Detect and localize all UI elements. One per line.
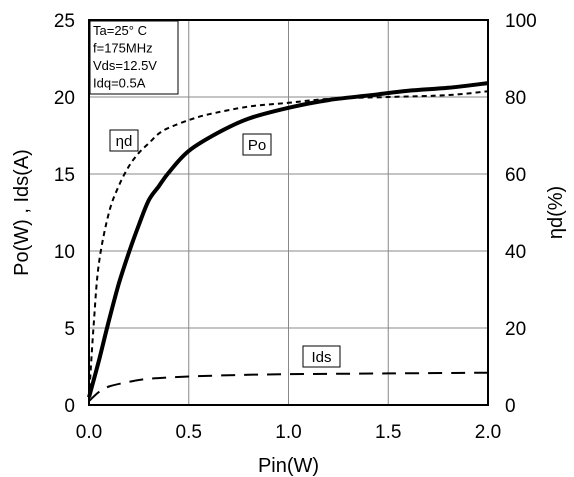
series-label-ids: Ids [302,345,341,368]
y-right-tick-label: 0 [505,396,516,417]
y-right-tick-label: 20 [505,319,526,340]
y-axis-label-right: ηd(%) [545,186,567,239]
x-axis-label: Pin(W) [258,455,319,477]
condition-drain-voltage: Vds=12.5V [93,58,157,73]
x-tick-label: 2.0 [475,422,501,443]
series-label-text: ηd [116,133,133,150]
series-label-po: Po [242,133,272,156]
plot-frame [88,19,489,406]
series-line-ids [88,371,489,402]
series-line-efficiency [88,90,489,398]
series-label-frame [302,345,341,368]
y-right-tick-label: 40 [505,242,526,263]
y-axis-label: Po(W) , Ids(A) [11,149,33,276]
x-tick-label: 0.5 [176,422,202,443]
series-labels: Po ηd Ids [109,129,341,368]
y-tick-label: 0 [64,396,75,417]
series-layer [87,81,489,402]
conditions-box: Ta=25° C f=175MHz Vds=12.5V Idq=0.5A [89,20,179,95]
series-label-frame [242,133,272,156]
y-tick-label: 20 [54,88,75,109]
y-right-tick-label: 60 [505,165,526,186]
y-right-tick-label: 100 [505,11,537,32]
y-tick-label: 15 [54,165,75,186]
y-right-tick-label: 80 [505,88,526,109]
y-tick-label: 5 [64,319,75,340]
y-tick-label: 10 [54,242,75,263]
series-label-efficiency: ηd [109,129,139,152]
condition-frequency: f=175MHz [93,41,153,56]
grid-lines [89,20,488,405]
x-tick-label: 1.0 [275,422,301,443]
y-tick-label: 25 [54,11,75,32]
conditions-frame [89,20,179,95]
x-tick-label: 0.0 [76,422,102,443]
series-label-text: Po [248,137,266,154]
condition-temperature: Ta=25° C [93,23,147,38]
series-label-frame [109,129,139,152]
condition-quiescent-current: Idq=0.5A [93,76,146,91]
series-line-po [87,81,489,398]
series-label-text: Ids [311,349,331,366]
x-tick-label: 1.5 [375,422,401,443]
